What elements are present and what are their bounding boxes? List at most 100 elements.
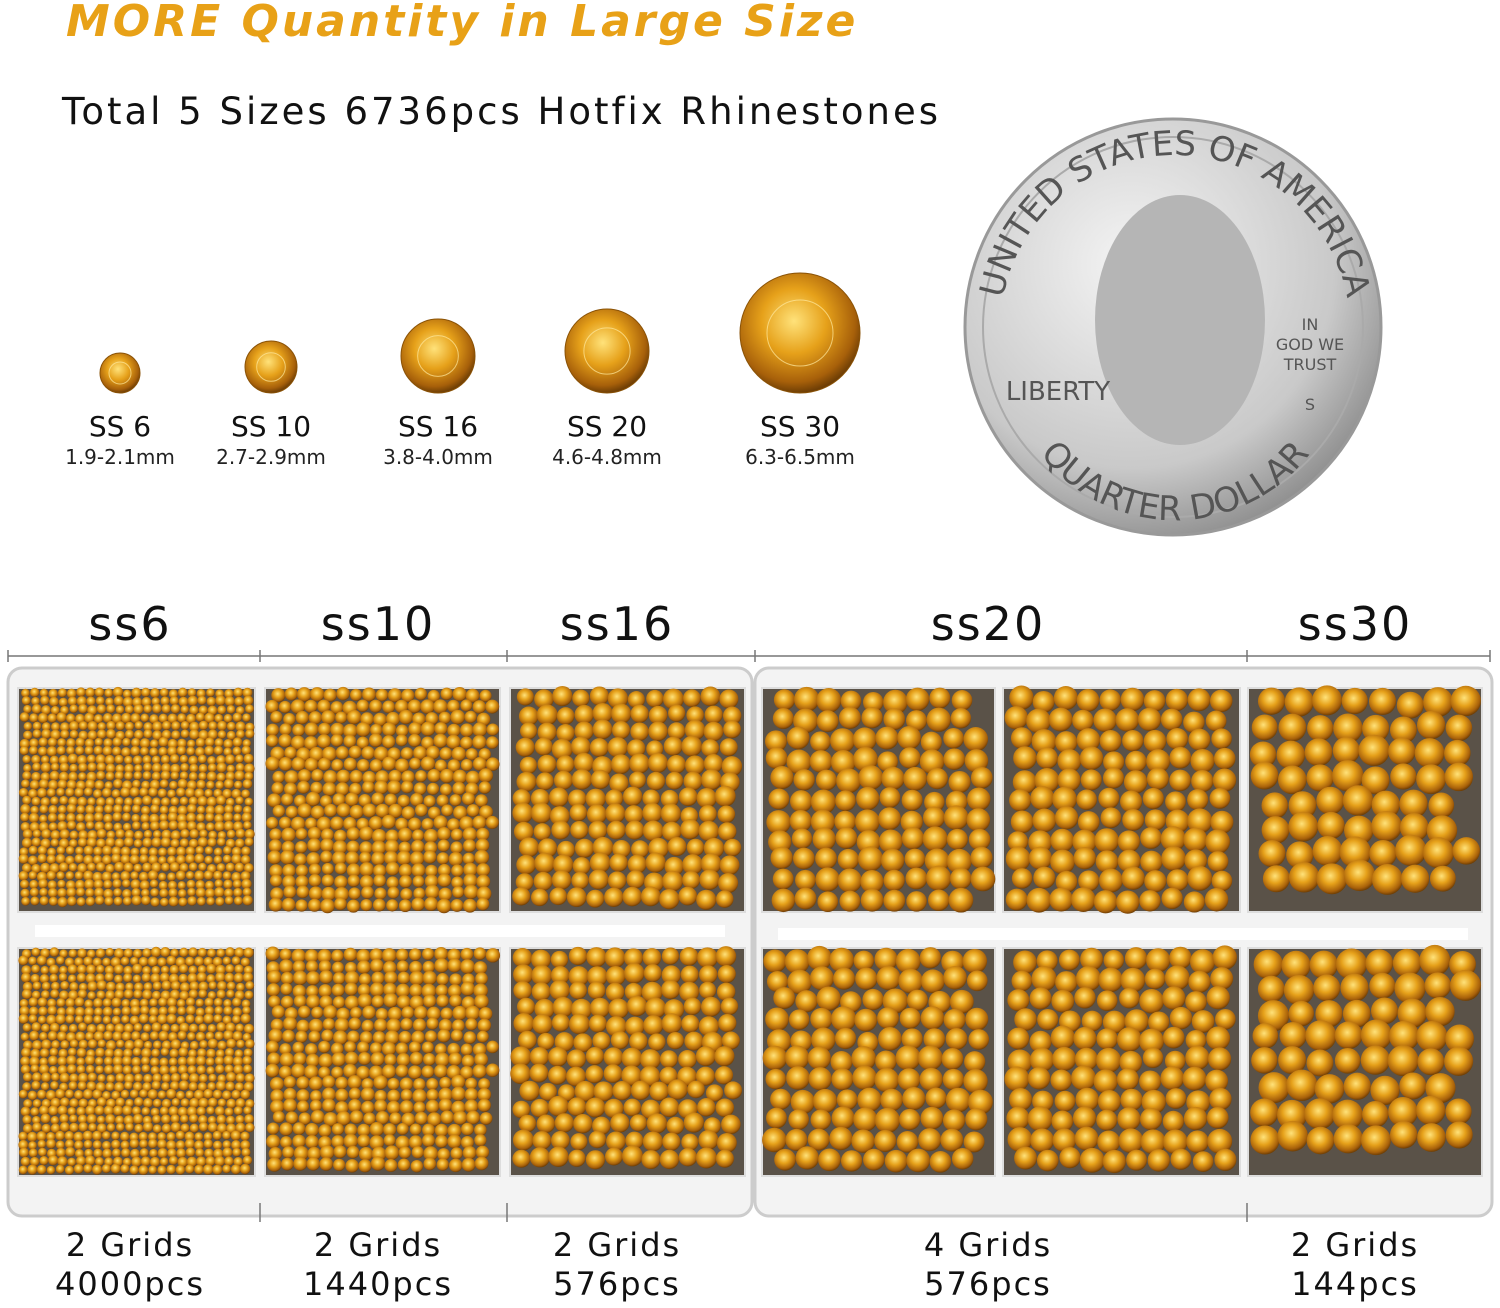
rhinestone (361, 886, 374, 899)
rhinestone (46, 746, 58, 757)
rhinestone (195, 880, 206, 890)
rhinestone (920, 731, 942, 753)
rhinestone (39, 973, 50, 984)
rhinestone (646, 771, 666, 791)
rhinestone (195, 998, 205, 1008)
rhinestone (570, 1133, 588, 1151)
rhinestone (84, 745, 94, 756)
rhinestone (243, 1023, 255, 1034)
rhinestone (31, 964, 40, 974)
rhinestone (463, 1031, 477, 1044)
rhinestone (142, 948, 152, 958)
rhinestone (1072, 829, 1097, 854)
rhinestone (1160, 1066, 1185, 1091)
rhinestone (554, 1032, 575, 1052)
rhinestone (60, 980, 70, 990)
rhinestone (226, 829, 236, 839)
rhinestone (203, 870, 214, 880)
rhinestone (1169, 1006, 1193, 1030)
rhinestone (159, 688, 169, 697)
rhinestone (186, 1055, 197, 1067)
rhinestone (905, 867, 928, 890)
rhinestone (1072, 709, 1094, 732)
rhinestone (1050, 1069, 1073, 1092)
grids (17, 685, 1483, 1177)
rhinestone (1389, 1121, 1418, 1149)
rhinestone (447, 818, 460, 831)
rhinestone (1305, 1020, 1337, 1052)
rhinestone (717, 965, 736, 984)
rhinestone (815, 847, 838, 870)
rhinestone (570, 820, 589, 840)
rhinestone (586, 889, 605, 908)
rhinestone (194, 1132, 204, 1141)
rhinestone (623, 948, 643, 968)
rhinestone (84, 738, 95, 749)
rhinestone (439, 1076, 452, 1089)
rhinestone (57, 812, 67, 822)
rhinestone (795, 990, 818, 1013)
rhinestone (474, 994, 489, 1009)
rhinestone (106, 728, 116, 739)
rhinestone (410, 793, 424, 807)
rhinestone (48, 804, 58, 815)
rhinestone (150, 973, 161, 984)
rhinestone (114, 838, 125, 849)
rhinestone (22, 1115, 32, 1125)
rhinestone (714, 785, 736, 807)
rhinestone (28, 1148, 38, 1158)
rhinestone (67, 964, 78, 975)
rhinestone (285, 1111, 299, 1125)
rhinestone (437, 826, 451, 841)
rhinestone (160, 1114, 171, 1125)
rhinestone (139, 787, 149, 797)
rhinestone (1277, 1099, 1308, 1130)
rhinestone (344, 1051, 359, 1066)
rhinestone (240, 1140, 251, 1151)
rhinestone (235, 729, 245, 739)
rhinestone (878, 1026, 902, 1051)
column-name: ss10 (321, 597, 435, 651)
rhinestone (243, 753, 254, 764)
rhinestone (29, 887, 39, 897)
rhinestone (66, 746, 75, 755)
rhinestone (223, 1005, 233, 1016)
rhinestone (395, 1042, 409, 1056)
rhinestone (485, 757, 500, 772)
rhinestone (66, 688, 77, 699)
rhinestone (306, 852, 321, 867)
rhinestone (572, 689, 590, 707)
rhinestone (452, 769, 467, 784)
rhinestone (386, 899, 399, 912)
rhinestone (537, 722, 557, 742)
rhinestone (513, 821, 534, 842)
rhinestone (177, 889, 187, 898)
rhinestone (76, 897, 86, 907)
rhinestone (38, 1064, 50, 1075)
rhinestone (196, 822, 206, 832)
rhinestone (423, 828, 439, 844)
rhinestone (1251, 1047, 1278, 1074)
rhinestone (399, 875, 413, 889)
rhinestone (75, 887, 86, 897)
size-mm: 3.8-4.0mm (383, 445, 493, 469)
rhinestone (205, 822, 215, 832)
rhinestone (763, 949, 787, 973)
rhinestone (486, 723, 499, 736)
rhinestone (188, 796, 198, 806)
rhinestone (57, 1064, 68, 1075)
rhinestone (279, 1122, 293, 1136)
column-name: ss20 (931, 597, 1045, 651)
rhinestone (400, 747, 414, 760)
rhinestone (76, 805, 86, 815)
rhinestone (67, 696, 78, 706)
rhinestone (150, 1107, 160, 1117)
rhinestone (589, 738, 609, 757)
rhinestone (421, 983, 437, 999)
rhinestone (32, 721, 42, 731)
rhinestone (356, 949, 371, 964)
rhinestone (78, 762, 88, 773)
rhinestone (101, 871, 112, 882)
rhinestone (465, 748, 478, 761)
rhinestone (290, 816, 306, 831)
